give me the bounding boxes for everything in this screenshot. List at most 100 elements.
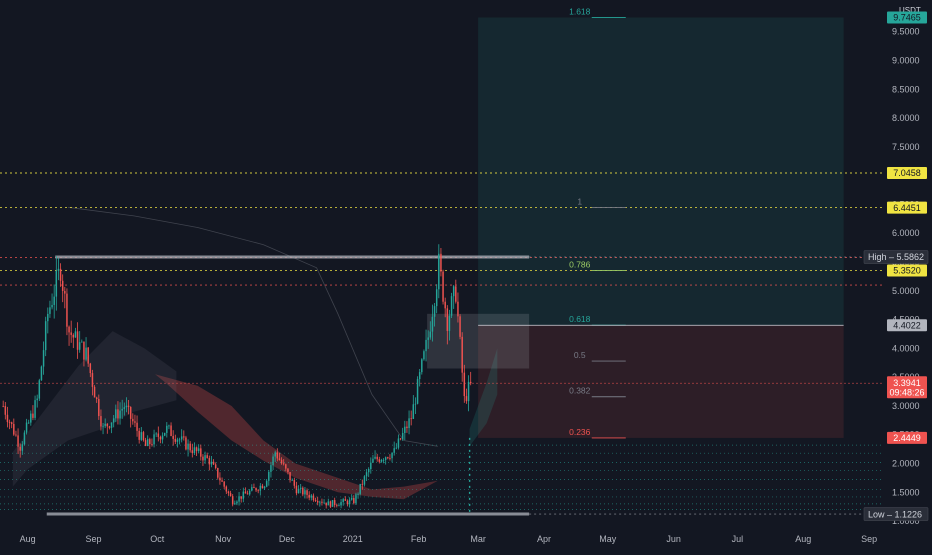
candle[interactable]	[427, 330, 429, 349]
candle[interactable]	[404, 420, 406, 441]
candle[interactable]	[36, 394, 38, 408]
candle[interactable]	[399, 437, 402, 441]
candle[interactable]	[170, 422, 172, 437]
candle[interactable]	[263, 485, 266, 490]
candle[interactable]	[440, 248, 442, 277]
candle[interactable]	[380, 458, 383, 463]
candle[interactable]	[253, 483, 255, 489]
candle[interactable]	[410, 410, 412, 426]
candle[interactable]	[74, 327, 77, 338]
named-price-badge[interactable]: Low – 1.1226	[863, 507, 929, 521]
candle[interactable]	[49, 300, 51, 318]
candle[interactable]	[350, 494, 353, 501]
candle[interactable]	[282, 459, 285, 466]
candle[interactable]	[132, 413, 134, 425]
candle[interactable]	[389, 454, 391, 461]
candle[interactable]	[159, 435, 162, 444]
candle[interactable]	[47, 307, 49, 334]
candle[interactable]	[344, 496, 347, 501]
candle[interactable]	[261, 483, 264, 489]
candle[interactable]	[293, 477, 296, 489]
candle[interactable]	[212, 459, 215, 465]
candle[interactable]	[340, 499, 342, 509]
candle[interactable]	[446, 305, 449, 345]
candle[interactable]	[329, 500, 332, 509]
candle[interactable]	[276, 448, 279, 462]
candle[interactable]	[257, 489, 259, 494]
candle[interactable]	[438, 244, 440, 299]
candle[interactable]	[297, 485, 300, 494]
candle[interactable]	[200, 444, 202, 461]
candle[interactable]	[172, 430, 174, 446]
candle[interactable]	[448, 309, 451, 341]
candle[interactable]	[25, 418, 28, 435]
candle[interactable]	[240, 496, 242, 503]
candle[interactable]	[183, 430, 185, 441]
candle[interactable]	[457, 292, 459, 323]
candle[interactable]	[289, 472, 291, 483]
candle[interactable]	[435, 284, 438, 314]
candle[interactable]	[59, 263, 62, 287]
candle[interactable]	[4, 402, 7, 420]
candle[interactable]	[412, 395, 415, 419]
candle[interactable]	[431, 304, 434, 342]
candle[interactable]	[463, 364, 466, 403]
candle[interactable]	[102, 423, 104, 435]
candle[interactable]	[19, 443, 21, 458]
candle[interactable]	[225, 485, 228, 495]
candle[interactable]	[108, 425, 111, 430]
candle[interactable]	[314, 497, 317, 503]
candle[interactable]	[331, 500, 334, 507]
candle[interactable]	[255, 487, 257, 492]
candle[interactable]	[310, 493, 313, 501]
candle[interactable]	[312, 493, 315, 502]
candle[interactable]	[127, 399, 130, 415]
candle[interactable]	[291, 478, 293, 481]
candle[interactable]	[348, 497, 351, 508]
candle[interactable]	[327, 498, 330, 506]
price-badge[interactable]: 5.3520	[887, 264, 927, 277]
candle[interactable]	[251, 484, 253, 492]
candle[interactable]	[161, 432, 164, 444]
candle[interactable]	[363, 475, 366, 487]
candle[interactable]	[204, 451, 206, 464]
candle[interactable]	[425, 329, 427, 362]
candle[interactable]	[6, 406, 9, 428]
candle[interactable]	[355, 492, 357, 505]
candle[interactable]	[304, 486, 306, 499]
candle[interactable]	[429, 321, 432, 340]
candle[interactable]	[442, 269, 444, 305]
price-badge[interactable]: 6.4451	[887, 201, 927, 214]
candle[interactable]	[121, 399, 123, 419]
candle[interactable]	[391, 452, 393, 463]
candle[interactable]	[461, 332, 463, 382]
candle[interactable]	[302, 486, 304, 497]
candle[interactable]	[40, 365, 43, 381]
candle[interactable]	[270, 461, 272, 478]
candle[interactable]	[336, 503, 338, 508]
candle[interactable]	[64, 286, 66, 309]
price-badge[interactable]: 9.7465	[887, 11, 927, 24]
candle[interactable]	[119, 402, 121, 425]
candle[interactable]	[265, 478, 268, 488]
candle[interactable]	[450, 292, 453, 318]
candle[interactable]	[72, 333, 75, 349]
candle[interactable]	[81, 339, 83, 343]
candle[interactable]	[51, 293, 53, 310]
candle[interactable]	[134, 414, 136, 427]
candle[interactable]	[85, 337, 87, 362]
candle[interactable]	[280, 457, 283, 465]
candle[interactable]	[248, 488, 251, 496]
candle[interactable]	[202, 454, 204, 466]
candle[interactable]	[229, 490, 232, 497]
candle[interactable]	[353, 495, 355, 505]
candle[interactable]	[370, 457, 372, 474]
candle[interactable]	[191, 443, 194, 458]
candle[interactable]	[361, 479, 364, 490]
candle[interactable]	[342, 497, 344, 506]
candle[interactable]	[452, 285, 455, 309]
price-badge[interactable]: 7.0458	[887, 166, 927, 179]
candle[interactable]	[246, 490, 249, 495]
candle[interactable]	[176, 437, 179, 448]
candle[interactable]	[30, 410, 32, 426]
